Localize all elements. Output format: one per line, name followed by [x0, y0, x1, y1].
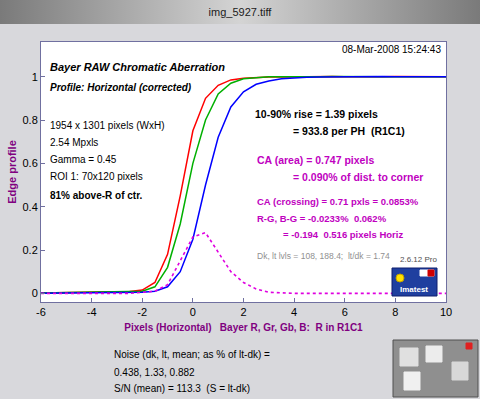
svg-text:Pixels (Horizontal) Bayer R,: Pixels (Horizontal) Bayer R, Gr, Gb, B: …: [124, 322, 363, 333]
svg-text:4: 4: [291, 306, 297, 318]
svg-text:Gamma = 0.45: Gamma = 0.45: [50, 154, 117, 165]
svg-text:1: 1: [32, 71, 38, 83]
svg-text:= -0.194 0.516 pixels Horiz: = -0.194 0.516 pixels Horiz: [283, 229, 403, 240]
svg-text:ROI 1: 70x120 pixels: ROI 1: 70x120 pixels: [50, 171, 143, 182]
svg-text:2.6.12 Pro: 2.6.12 Pro: [400, 255, 437, 264]
svg-text:1954 x 1301 pixels (WxH): 1954 x 1301 pixels (WxH): [50, 120, 165, 131]
svg-text:Profile: Horizontal (corrected: Profile: Horizontal (corrected): [50, 82, 192, 93]
svg-text:img_5927.tiff: img_5927.tiff: [209, 6, 273, 18]
svg-text:0.4: 0.4: [23, 201, 38, 213]
svg-text:81% above-R of ctr.: 81% above-R of ctr.: [50, 190, 142, 201]
svg-text:S/N (mean) = 113.3 (S = lt-dk: S/N (mean) = 113.3 (S = lt-dk): [114, 383, 250, 394]
svg-text:10-90% rise = 1.39 pixels: 10-90% rise = 1.39 pixels: [255, 108, 378, 120]
svg-text:0.2: 0.2: [23, 244, 38, 256]
svg-text:CA (area) = 0.747 pixels: CA (area) = 0.747 pixels: [257, 154, 374, 166]
svg-text:0: 0: [190, 306, 196, 318]
svg-text:-2: -2: [137, 306, 147, 318]
svg-text:Dk, lt lvls = 108, 188.4; lt/: Dk, lt lvls = 108, 188.4; lt/dk = 1.74: [257, 251, 390, 261]
svg-text:Imatest: Imatest: [400, 285, 428, 294]
svg-text:2.54 Mpxls: 2.54 Mpxls: [50, 137, 98, 148]
svg-text:= 933.8 per PH (R1C1): = 933.8 per PH (R1C1): [293, 125, 405, 137]
svg-text:0.438, 1.33, 0.882: 0.438, 1.33, 0.882: [114, 367, 195, 378]
svg-text:2: 2: [240, 306, 246, 318]
svg-text:10: 10: [440, 306, 452, 318]
svg-text:0.6: 0.6: [23, 157, 38, 169]
svg-text:-6: -6: [36, 306, 46, 318]
svg-text:6: 6: [342, 306, 348, 318]
svg-text:Noise (dk, lt, mean; as % of l: Noise (dk, lt, mean; as % of lt-dk) =: [114, 349, 270, 360]
svg-text:CA (crossing) = 0.71 pxls = 0.: CA (crossing) = 0.71 pxls = 0.0853%: [257, 196, 419, 207]
svg-text:08-Mar-2008 15:24:43: 08-Mar-2008 15:24:43: [342, 44, 441, 55]
svg-text:8: 8: [392, 306, 398, 318]
svg-text:0.8: 0.8: [23, 114, 38, 126]
svg-text:0: 0: [32, 287, 38, 299]
svg-text:Bayer RAW Chromatic Aberration: Bayer RAW Chromatic Aberration: [50, 61, 225, 73]
svg-text:R-G, B-G = -0.0233% 0.062%: R-G, B-G = -0.0233% 0.062%: [257, 213, 387, 224]
svg-text:= 0.090% of dist. to corner: = 0.090% of dist. to corner: [293, 171, 423, 183]
svg-text:Edge profile: Edge profile: [6, 140, 18, 204]
svg-text:-4: -4: [87, 306, 97, 318]
